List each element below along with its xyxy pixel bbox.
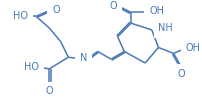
Text: NH: NH xyxy=(158,23,173,33)
Text: O: O xyxy=(177,69,185,79)
Text: N: N xyxy=(80,53,87,63)
Text: OH: OH xyxy=(186,43,201,53)
Text: O: O xyxy=(45,86,53,96)
Text: O: O xyxy=(109,1,117,11)
Text: HO: HO xyxy=(13,11,28,21)
Text: OH: OH xyxy=(150,6,165,16)
Text: O: O xyxy=(52,5,60,15)
Text: HO: HO xyxy=(24,62,39,72)
